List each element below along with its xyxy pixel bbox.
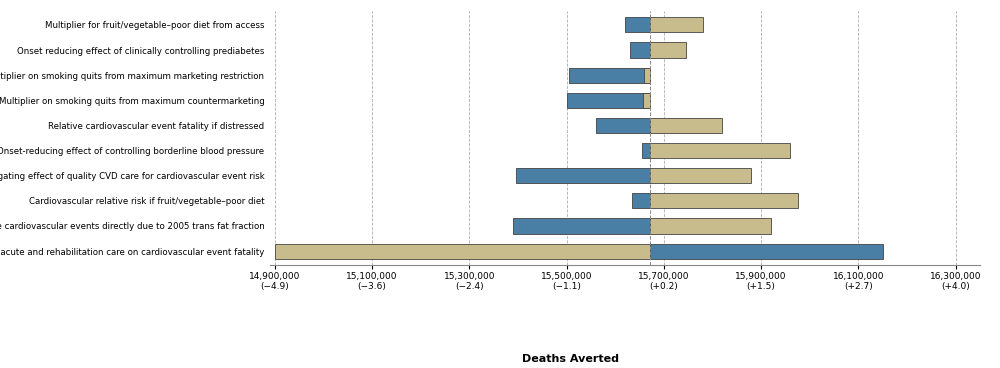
Bar xyxy=(650,17,703,32)
Bar xyxy=(643,93,650,108)
Bar xyxy=(650,244,883,259)
Bar xyxy=(630,42,650,57)
Bar xyxy=(596,118,650,133)
Bar xyxy=(625,17,650,32)
Bar xyxy=(569,68,650,83)
Bar xyxy=(650,219,771,234)
Bar xyxy=(516,168,650,183)
Bar xyxy=(650,118,722,133)
Bar xyxy=(650,42,686,57)
Bar xyxy=(650,143,790,158)
Bar xyxy=(642,143,650,158)
Bar xyxy=(567,93,650,108)
Text: Deaths Averted: Deaths Averted xyxy=(522,354,618,364)
Bar xyxy=(650,168,751,183)
Bar xyxy=(513,219,650,234)
Bar xyxy=(275,244,650,259)
Bar xyxy=(632,193,650,208)
Bar xyxy=(644,68,650,83)
Bar xyxy=(650,193,798,208)
